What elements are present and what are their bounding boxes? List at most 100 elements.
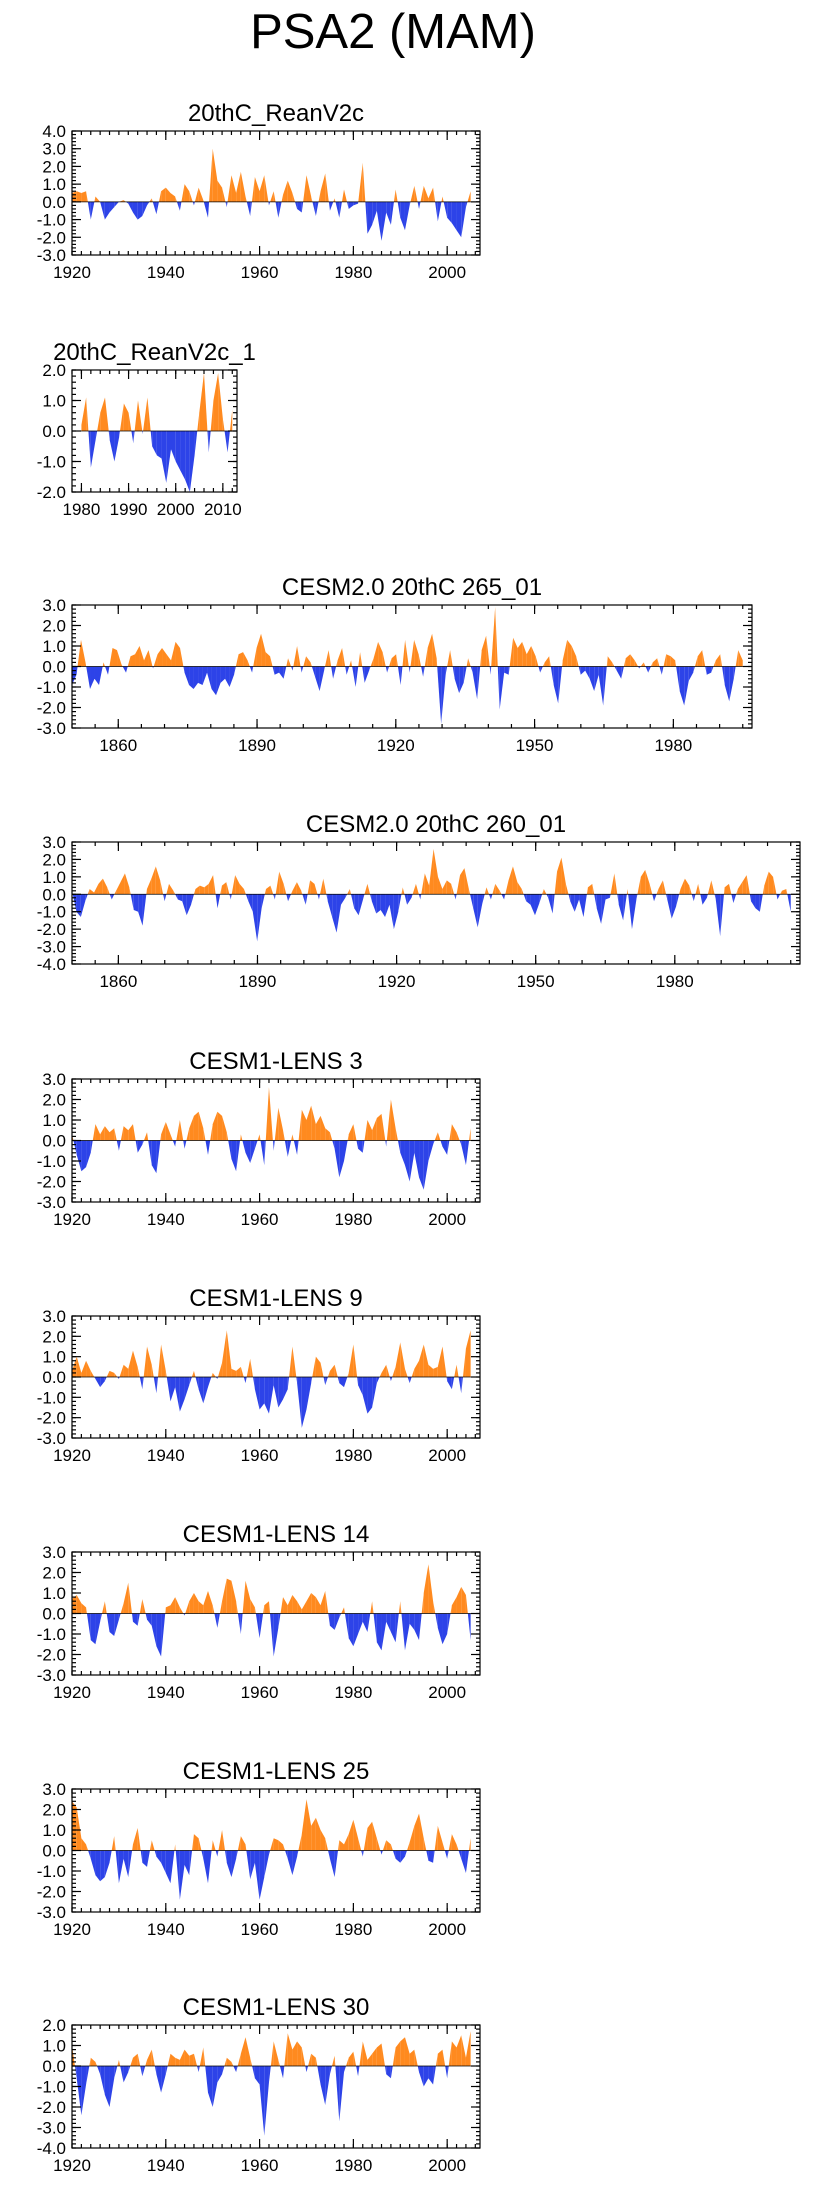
y-tick-label: 1.0 xyxy=(42,868,66,887)
negative-area-mark xyxy=(166,1377,171,1402)
y-tick-label: -3.0 xyxy=(37,1193,66,1212)
negative-area-mark xyxy=(264,1140,266,1166)
negative-area-mark xyxy=(166,431,171,483)
positive-area-mark xyxy=(109,648,113,667)
negative-area-mark xyxy=(109,1850,112,1863)
x-tick-label: 1860 xyxy=(99,972,137,991)
negative-area-mark xyxy=(465,1850,469,1874)
x-tick-label: 1890 xyxy=(238,736,276,755)
negative-area-mark xyxy=(428,1140,434,1161)
positive-area-mark xyxy=(81,397,87,431)
positive-area-mark xyxy=(259,1134,261,1141)
positive-area-mark xyxy=(175,2057,180,2066)
positive-area-mark xyxy=(670,656,676,667)
positive-area-mark xyxy=(707,880,712,895)
positive-area-mark xyxy=(318,191,321,202)
positive-area-mark xyxy=(465,1595,468,1614)
negative-area-mark xyxy=(419,1140,424,1190)
positive-area-mark xyxy=(468,658,471,667)
negative-area-mark xyxy=(433,2066,436,2085)
x-tick-label: 2000 xyxy=(428,263,466,282)
negative-area-mark xyxy=(216,666,221,696)
negative-area-mark xyxy=(404,1850,407,1857)
negative-area-mark xyxy=(490,894,493,900)
positive-area-mark xyxy=(423,1344,429,1377)
negative-area-mark xyxy=(447,1377,452,1390)
negative-area-mark xyxy=(623,894,627,921)
positive-area-mark xyxy=(151,2049,155,2066)
positive-area-mark xyxy=(328,650,332,667)
positive-area-mark xyxy=(303,656,307,667)
positive-area-mark xyxy=(495,607,498,667)
negative-area-mark xyxy=(198,1377,204,1404)
x-tick-label: 2000 xyxy=(428,1210,466,1229)
negative-area-mark xyxy=(628,894,632,930)
positive-area-mark xyxy=(695,883,699,895)
positive-area-mark xyxy=(460,868,465,895)
y-tick-label: -3.0 xyxy=(37,246,66,265)
negative-area-mark xyxy=(194,431,198,456)
positive-area-mark xyxy=(137,2053,141,2066)
negative-area-mark xyxy=(459,1140,462,1145)
negative-area-mark xyxy=(755,894,760,912)
positive-area-mark xyxy=(120,1126,124,1141)
positive-area-mark xyxy=(270,885,274,895)
negative-area-mark xyxy=(108,431,110,441)
positive-area-mark xyxy=(283,180,288,202)
positive-area-mark xyxy=(211,1840,213,1851)
positive-area-mark xyxy=(412,883,416,895)
negative-area-mark xyxy=(184,1377,190,1400)
negative-area-mark xyxy=(372,201,377,225)
negative-area-mark xyxy=(724,666,730,702)
negative-area-mark xyxy=(489,666,491,675)
negative-area-mark xyxy=(648,666,651,673)
negative-area-mark xyxy=(447,1850,449,1859)
y-tick-label: -4.0 xyxy=(37,2139,66,2158)
positive-area-mark xyxy=(194,187,199,202)
negative-area-mark xyxy=(90,666,95,690)
negative-area-mark xyxy=(386,201,391,225)
positive-area-mark xyxy=(386,1364,390,1377)
negative-area-mark xyxy=(116,1140,119,1151)
negative-area-mark xyxy=(729,666,734,702)
negative-area-mark xyxy=(183,1613,185,1616)
positive-area-mark xyxy=(146,889,147,895)
positive-area-mark xyxy=(179,1607,184,1614)
x-tick-label: 1980 xyxy=(654,736,692,755)
negative-area-mark xyxy=(245,1140,251,1164)
positive-area-mark xyxy=(433,1366,438,1377)
positive-area-mark xyxy=(120,1603,124,1614)
positive-area-mark xyxy=(292,193,296,202)
positive-area-mark xyxy=(268,1601,271,1614)
negative-area-mark xyxy=(578,666,581,675)
positive-area-mark xyxy=(90,1370,95,1377)
negative-area-mark xyxy=(152,431,157,456)
negative-area-mark xyxy=(287,1140,292,1157)
negative-area-mark xyxy=(392,1850,396,1859)
positive-area-mark xyxy=(390,1099,396,1141)
positive-area-mark xyxy=(612,662,615,667)
positive-area-mark xyxy=(325,1128,330,1141)
negative-area-mark xyxy=(153,666,154,669)
positive-area-mark xyxy=(372,1821,377,1851)
positive-area-mark xyxy=(456,1364,459,1377)
negative-area-mark xyxy=(109,1613,115,1637)
negative-area-mark xyxy=(380,1850,382,1855)
negative-area-mark xyxy=(275,201,279,218)
positive-area-mark xyxy=(303,175,307,202)
positive-area-mark xyxy=(100,1126,105,1141)
negative-area-mark xyxy=(122,666,127,673)
positive-area-mark xyxy=(414,185,418,202)
negative-area-mark xyxy=(369,666,371,671)
negative-area-mark xyxy=(386,2066,391,2079)
negative-area-mark xyxy=(423,666,425,677)
positive-area-mark xyxy=(175,641,181,667)
positive-area-mark xyxy=(89,2057,91,2066)
negative-area-mark xyxy=(373,1613,377,1643)
positive-area-mark xyxy=(442,880,447,895)
negative-area-mark xyxy=(203,1377,208,1404)
positive-area-mark xyxy=(161,1344,166,1377)
positive-area-mark xyxy=(76,1807,82,1851)
negative-area-mark xyxy=(385,894,390,917)
negative-area-mark xyxy=(215,1850,218,1857)
